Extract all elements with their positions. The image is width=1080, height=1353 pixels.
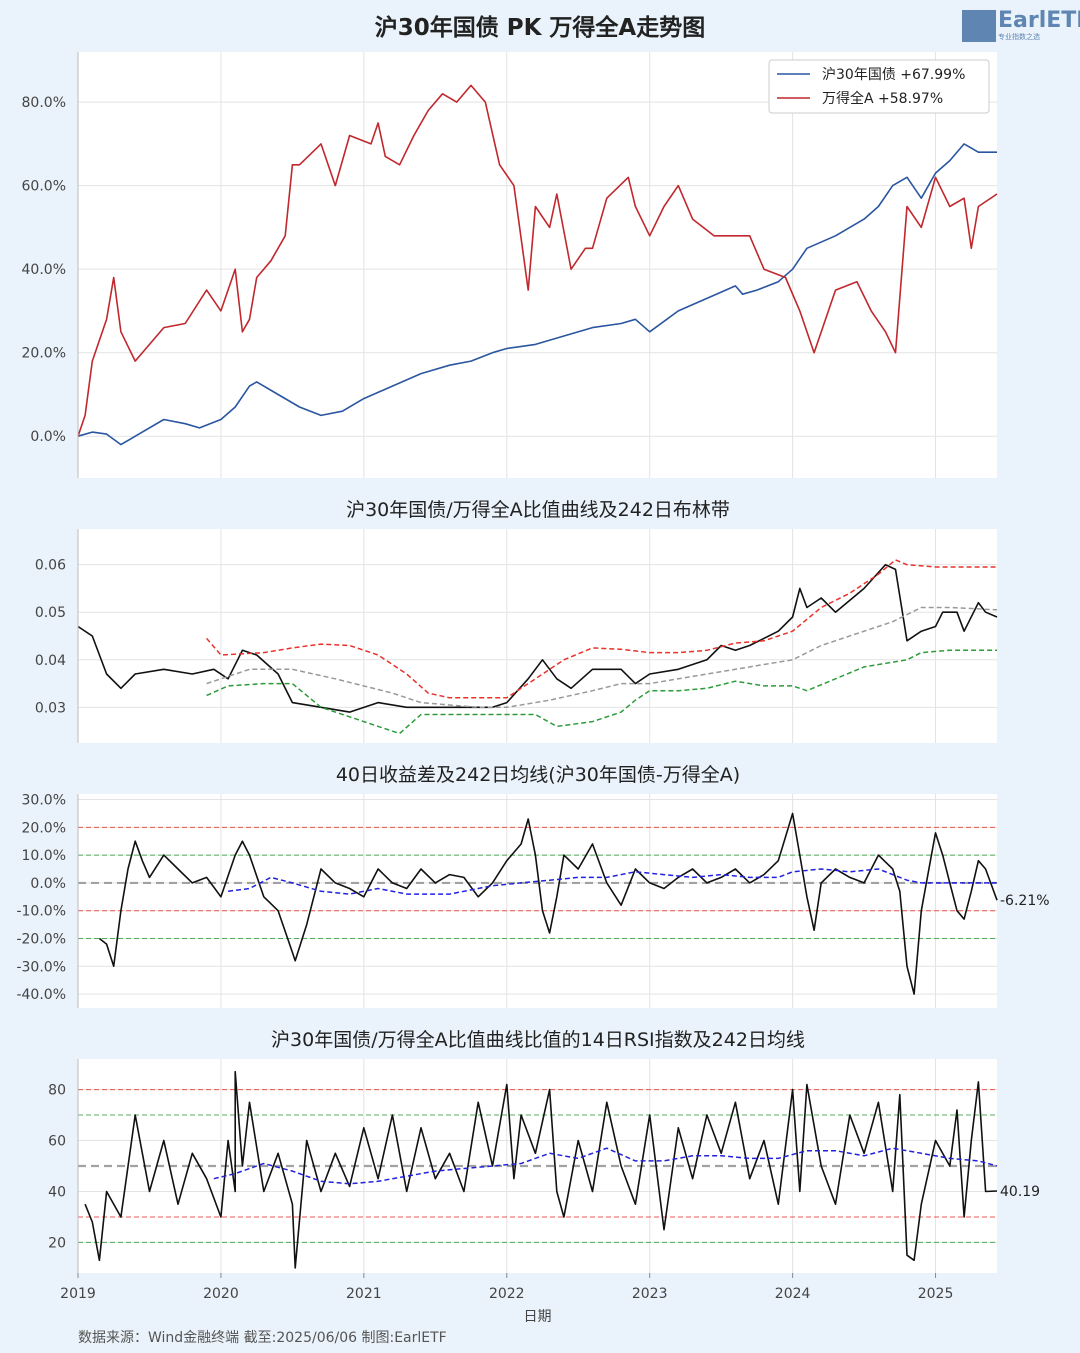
chart4-title: 沪30年国债/万得全A比值曲线比值的14日RSI指数及242日均线 <box>271 1029 805 1051</box>
y-tick-label: -10.0% <box>16 904 66 920</box>
series-line-ma <box>228 868 997 895</box>
y-tick-label: 60 <box>48 1134 66 1150</box>
legend-box <box>768 59 990 114</box>
legend: 沪30年国债 +67.99% 万得全A +58.97% <box>768 59 990 114</box>
end-value-label: -6.21% <box>1000 893 1050 909</box>
series-line-upper <box>206 559 997 699</box>
series-line-middle <box>206 606 998 709</box>
chart3-title: 40日收益差及242日均线(沪30年国债-万得全A) <box>335 764 741 786</box>
legend-entry: 沪30年国债 +67.99% <box>822 67 965 83</box>
logo-mark-icon <box>962 10 996 42</box>
y-tick-label: -20.0% <box>16 932 66 948</box>
series-line-lower <box>206 649 997 735</box>
earletf-logo: EarlETF 专业指数之选 <box>962 8 1080 44</box>
chart-2: 0.03 0.04 0.05 0.06 <box>35 529 998 743</box>
y-tick-label: 0.06 <box>35 558 66 574</box>
series-line-s0 <box>77 143 997 446</box>
x-tick-label: 2024 <box>775 1286 811 1302</box>
series-line-s1 <box>77 84 998 437</box>
x-tick-label: 2022 <box>489 1286 525 1302</box>
y-tick-label: 30.0% <box>22 793 66 809</box>
plot-area <box>78 52 997 478</box>
logo-subtext: 专业指数之选 <box>998 33 1040 41</box>
y-tick-label: 80 <box>48 1083 66 1099</box>
x-tick-label: 2020 <box>203 1286 239 1302</box>
y-tick-label: 10.0% <box>22 848 66 864</box>
y-tick-label: 0.0% <box>30 876 66 892</box>
main-title: 沪30年国债 PK 万得全A走势图 <box>374 15 706 41</box>
y-tick-label: 20.0% <box>22 346 66 362</box>
y-tick-label: -40.0% <box>16 987 66 1003</box>
y-tick-label: 40 <box>48 1184 66 1200</box>
y-tick-label: 0.04 <box>35 653 66 669</box>
series-line-spread <box>98 812 998 995</box>
chart-4: 20 40 60 80 40.19 2019 2020 2021 2022 2023 2024 202… <box>48 1059 1040 1325</box>
series-line-ma <box>213 1147 998 1185</box>
chart-1: 0.0% 20.0% 40.0% 60.0% 80.0% 沪30年国债 +67.99% 万得… <box>22 52 998 478</box>
y-tick-label: 60.0% <box>22 179 66 195</box>
source-footer: 数据来源：Wind金融终端 截至:2025/06/06 制图:EarlETF <box>78 1330 447 1346</box>
y-tick-label: 0.0% <box>30 429 66 445</box>
series-line-ratio <box>77 563 998 713</box>
y-tick-label: 0.03 <box>35 700 66 716</box>
x-tick-label: 2025 <box>918 1286 954 1302</box>
logo-text: EarlETF <box>998 8 1080 33</box>
y-tick-label: 40.0% <box>22 262 66 278</box>
chart2-title: 沪30年国债/万得全A比值曲线及242日布林带 <box>346 499 730 521</box>
plot-area <box>78 529 997 743</box>
y-tick-label: 80.0% <box>22 95 66 111</box>
x-tick-label: 2021 <box>346 1286 382 1302</box>
x-tick-label: 2019 <box>60 1286 96 1302</box>
x-tick-label: 2023 <box>632 1286 668 1302</box>
legend-entry: 万得全A +58.97% <box>822 90 943 107</box>
x-axis-label: 日期 <box>524 1309 552 1325</box>
chart-3: -40.0% -30.0% -20.0% -10.0% 0.0% 10.0% 20.0% 30… <box>16 793 1050 1008</box>
end-value-label: 40.19 <box>1000 1184 1040 1200</box>
y-tick-label: 20 <box>48 1235 66 1251</box>
series-line-rsi <box>84 1070 998 1269</box>
y-tick-label: 20.0% <box>22 820 66 836</box>
plot-area <box>78 794 997 1008</box>
y-tick-label: -30.0% <box>16 959 66 975</box>
y-tick-label: 0.05 <box>35 605 66 621</box>
